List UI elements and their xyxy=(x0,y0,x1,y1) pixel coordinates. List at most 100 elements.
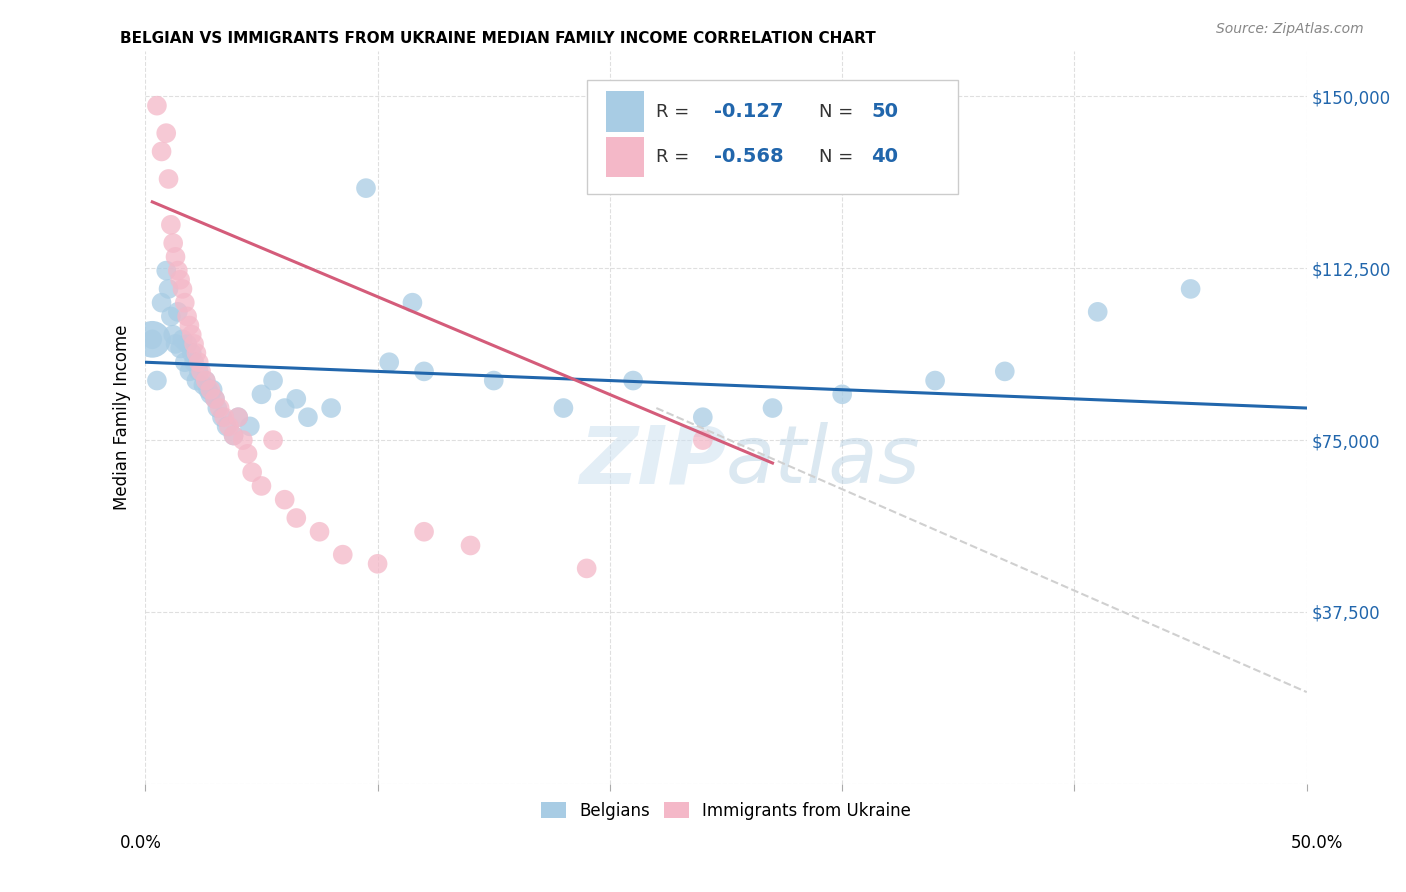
Point xyxy=(354,181,377,195)
Point xyxy=(308,524,330,539)
Point xyxy=(204,392,226,406)
Point xyxy=(180,327,202,342)
Point xyxy=(165,250,187,264)
Point xyxy=(321,401,343,415)
Point xyxy=(285,511,308,525)
Point xyxy=(239,419,262,434)
Text: ZIP: ZIP xyxy=(579,422,725,500)
Point xyxy=(232,433,254,447)
Text: 50.0%: 50.0% xyxy=(1291,834,1343,852)
Point xyxy=(200,387,222,401)
Point xyxy=(297,410,319,425)
Point xyxy=(761,401,783,415)
Text: atlas: atlas xyxy=(725,422,921,500)
Text: 0.0%: 0.0% xyxy=(120,834,162,852)
Point xyxy=(692,410,714,425)
Text: 40: 40 xyxy=(872,147,898,167)
Point xyxy=(367,557,389,571)
Point xyxy=(176,337,198,351)
Point xyxy=(150,295,173,310)
Point xyxy=(200,383,222,397)
Point xyxy=(187,355,209,369)
Point xyxy=(207,401,229,415)
Y-axis label: Median Family Income: Median Family Income xyxy=(114,325,131,510)
Point xyxy=(1180,282,1202,296)
Point xyxy=(160,218,183,232)
Text: N =: N = xyxy=(818,148,859,166)
Point xyxy=(180,346,202,360)
Text: R =: R = xyxy=(657,103,696,120)
Point xyxy=(141,332,163,346)
Point xyxy=(172,282,194,296)
Point xyxy=(179,364,201,378)
Point xyxy=(204,392,226,406)
Point xyxy=(621,374,644,388)
Point xyxy=(222,428,245,442)
Point xyxy=(273,401,295,415)
Point xyxy=(226,410,249,425)
Point xyxy=(166,305,188,319)
Point xyxy=(482,374,505,388)
Point xyxy=(250,479,273,493)
Point xyxy=(194,374,217,388)
Point xyxy=(240,465,263,479)
Point xyxy=(211,410,233,425)
Point xyxy=(187,364,209,378)
Point xyxy=(226,410,249,425)
FancyBboxPatch shape xyxy=(606,136,644,178)
Point xyxy=(197,383,219,397)
Point xyxy=(831,387,853,401)
Point xyxy=(413,524,436,539)
Point xyxy=(332,548,354,562)
Point xyxy=(214,410,236,425)
Point xyxy=(250,387,273,401)
Point xyxy=(155,263,177,277)
Point xyxy=(413,364,436,378)
Text: Source: ZipAtlas.com: Source: ZipAtlas.com xyxy=(1216,22,1364,37)
Point xyxy=(173,355,195,369)
Point xyxy=(172,332,194,346)
Legend: Belgians, Immigrants from Ukraine: Belgians, Immigrants from Ukraine xyxy=(534,796,918,827)
Point xyxy=(183,355,205,369)
Point xyxy=(183,337,205,351)
Point xyxy=(194,374,217,388)
Point xyxy=(150,145,173,159)
Point xyxy=(1087,305,1109,319)
Point xyxy=(924,374,946,388)
Point xyxy=(553,401,575,415)
Text: BELGIAN VS IMMIGRANTS FROM UKRAINE MEDIAN FAMILY INCOME CORRELATION CHART: BELGIAN VS IMMIGRANTS FROM UKRAINE MEDIA… xyxy=(120,31,876,46)
Point xyxy=(186,346,208,360)
Point xyxy=(262,374,284,388)
Point xyxy=(193,378,215,392)
Point xyxy=(176,310,198,324)
Point xyxy=(169,342,191,356)
Point xyxy=(169,273,191,287)
Point xyxy=(378,355,401,369)
FancyBboxPatch shape xyxy=(586,80,959,194)
Point xyxy=(155,126,177,140)
Point xyxy=(162,327,184,342)
Point xyxy=(994,364,1017,378)
FancyBboxPatch shape xyxy=(606,91,644,132)
Text: -0.568: -0.568 xyxy=(714,147,785,167)
Text: N =: N = xyxy=(818,103,859,120)
Point xyxy=(146,98,169,112)
Text: -0.127: -0.127 xyxy=(714,102,785,121)
Text: R =: R = xyxy=(657,148,696,166)
Point xyxy=(215,419,238,434)
Point xyxy=(190,364,212,378)
Point xyxy=(146,374,169,388)
Point xyxy=(273,492,295,507)
Point xyxy=(162,236,184,251)
Point xyxy=(208,401,231,415)
Point xyxy=(141,332,163,346)
Point xyxy=(218,419,240,434)
Point xyxy=(285,392,308,406)
Text: 50: 50 xyxy=(872,102,898,121)
Point xyxy=(179,318,201,333)
Point xyxy=(186,374,208,388)
Point xyxy=(160,310,183,324)
Point xyxy=(173,295,195,310)
Point xyxy=(460,539,482,553)
Point xyxy=(157,172,180,186)
